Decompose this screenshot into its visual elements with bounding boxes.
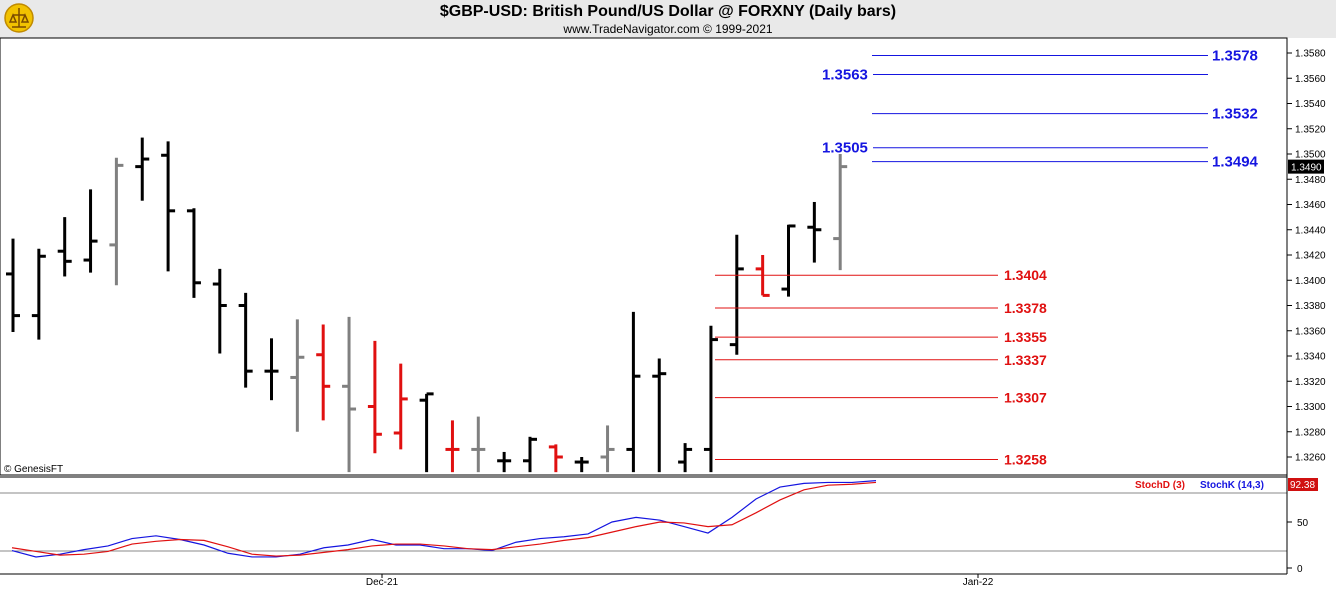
- price-tick-label: 1.3320: [1295, 377, 1326, 388]
- resistance-label: 1.3532: [1212, 106, 1258, 123]
- price-tick-label: 1.3280: [1295, 427, 1326, 438]
- price-tick-label: 1.3380: [1295, 301, 1326, 312]
- price-tick-label: 1.3560: [1295, 74, 1326, 85]
- price-tick-label: 1.3520: [1295, 124, 1326, 135]
- stoch-k-line: [11, 480, 877, 558]
- stoch-last-value-box: [1288, 478, 1318, 491]
- stoch-d-line: [11, 481, 877, 557]
- support-label: 1.3258: [1004, 452, 1047, 468]
- resistance-label: 1.3494: [1212, 154, 1259, 171]
- support-label: 1.3307: [1004, 390, 1047, 406]
- support-label: 1.3404: [1004, 267, 1047, 283]
- support-label: 1.3355: [1004, 329, 1047, 345]
- support-label: 1.3378: [1004, 300, 1047, 316]
- x-tick-label: Dec-21: [366, 577, 399, 588]
- chart-header: [0, 0, 1336, 38]
- chart-subtitle: www.TradeNavigator.com © 1999-2021: [563, 22, 773, 36]
- resistance-label: 1.3563: [822, 66, 868, 83]
- price-tick-label: 1.3420: [1295, 251, 1326, 262]
- price-tick-label: 1.3340: [1295, 352, 1326, 363]
- resistance-label: 1.3578: [1212, 48, 1258, 65]
- price-tick-label: 1.3300: [1295, 402, 1326, 413]
- trade-navigator-logo-icon: [4, 3, 34, 33]
- price-tick-label: 1.3480: [1295, 175, 1326, 186]
- price-tick-label: 1.3440: [1295, 225, 1326, 236]
- watermark: © GenesisFT: [4, 464, 63, 475]
- price-tick-label: 1.3580: [1295, 49, 1326, 60]
- price-tick-label: 1.3360: [1295, 326, 1326, 337]
- price-tick-label: 1.3460: [1295, 200, 1326, 211]
- stoch-tick-label: 0: [1297, 564, 1303, 575]
- stoch-tick-label: 50: [1297, 518, 1309, 529]
- stoch-last-value: 92.38: [1290, 480, 1315, 491]
- price-tick-label: 1.3500: [1295, 150, 1326, 161]
- price-tick-label: 1.3400: [1295, 276, 1326, 287]
- support-label: 1.3337: [1004, 352, 1047, 368]
- resistance-label: 1.3505: [822, 140, 868, 157]
- chart-title: $GBP-USD: British Pound/US Dollar @ FORX…: [439, 3, 897, 20]
- last-price-box: [1288, 159, 1324, 174]
- x-tick-label: Jan-22: [963, 577, 994, 588]
- stoch-d-legend: StochD (3): [1135, 480, 1185, 491]
- stoch-k-legend: StochK (14,3): [1200, 480, 1264, 491]
- last-price-label: 1.3490: [1291, 163, 1322, 174]
- price-tick-label: 1.3260: [1295, 453, 1326, 464]
- price-tick-label: 1.3540: [1295, 99, 1326, 110]
